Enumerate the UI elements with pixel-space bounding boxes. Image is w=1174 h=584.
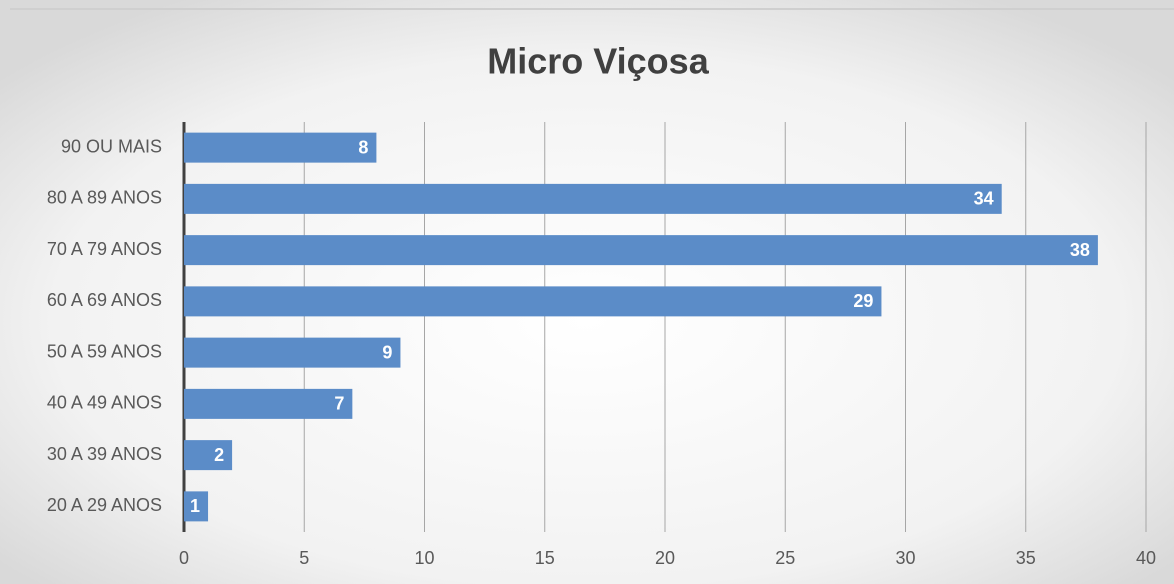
bar	[184, 286, 882, 317]
value-label: 38	[1070, 240, 1090, 260]
y-tick-label: 70 A 79 ANOS	[47, 239, 162, 259]
y-tick-label: 30 A 39 ANOS	[47, 444, 162, 464]
value-label: 8	[358, 137, 368, 157]
bar	[184, 235, 1098, 266]
bar	[184, 440, 233, 471]
x-tick-label: 30	[895, 548, 915, 568]
bar	[184, 491, 209, 522]
value-label: 7	[334, 394, 344, 414]
y-tick-label: 60 A 69 ANOS	[47, 290, 162, 310]
value-label: 34	[974, 189, 994, 209]
value-label: 29	[853, 291, 873, 311]
chart-title: Micro Viçosa	[487, 41, 709, 82]
x-tick-label: 5	[299, 548, 309, 568]
y-tick-label: 80 A 89 ANOS	[47, 188, 162, 208]
y-tick-label: 50 A 59 ANOS	[47, 341, 162, 361]
value-label: 9	[382, 342, 392, 362]
bar	[184, 337, 401, 368]
x-tick-label: 15	[535, 548, 555, 568]
bar	[184, 183, 1002, 214]
x-tick-label: 40	[1136, 548, 1156, 568]
y-tick-label: 40 A 49 ANOS	[47, 393, 162, 413]
x-tick-label: 25	[775, 548, 795, 568]
bar	[184, 388, 353, 419]
y-tick-label: 90 OU MAIS	[61, 136, 162, 156]
x-tick-label: 0	[179, 548, 189, 568]
value-label: 2	[214, 445, 224, 465]
bar	[184, 132, 377, 163]
x-tick-label: 20	[655, 548, 675, 568]
x-tick-label: 10	[414, 548, 434, 568]
value-label: 1	[190, 496, 200, 516]
y-tick-label: 20 A 29 ANOS	[47, 495, 162, 515]
x-tick-label: 35	[1016, 548, 1036, 568]
